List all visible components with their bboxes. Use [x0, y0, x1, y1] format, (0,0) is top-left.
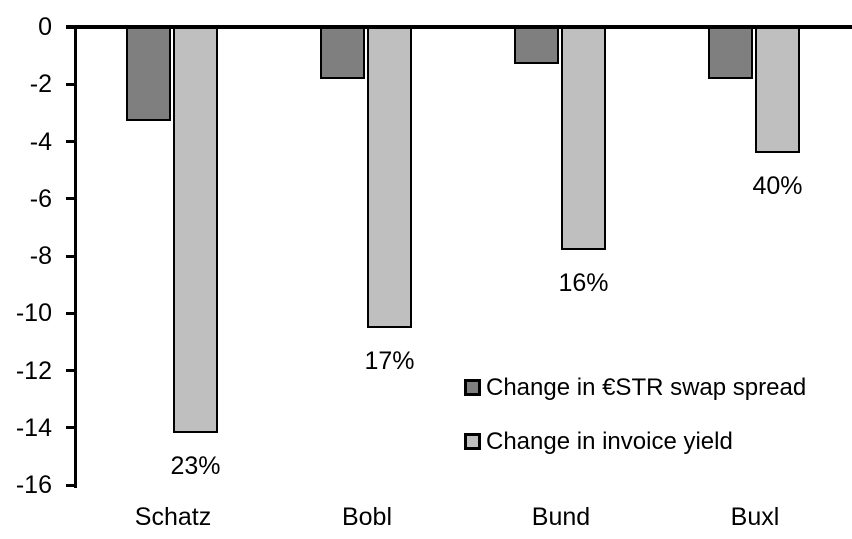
legend-item-invoice-yield: Change in invoice yield — [464, 425, 806, 458]
x-axis-zero-line — [66, 25, 852, 29]
data-label-schatz: 23% — [170, 452, 221, 481]
legend-label-invoice-yield: Change in invoice yield — [486, 428, 733, 455]
category-label-schatz: Schatz — [134, 503, 212, 531]
bar-buxl-series-0 — [708, 27, 753, 79]
y-tick-mark — [66, 426, 76, 430]
y-tick-label: -12 — [15, 356, 52, 385]
category-label-bobl: Bobl — [341, 503, 393, 531]
legend: Change in €STR swap spread Change in inv… — [464, 371, 806, 458]
data-label-bund: 16% — [558, 269, 609, 298]
legend-swatch-swap-spread — [464, 379, 481, 396]
y-tick-mark — [66, 82, 76, 86]
legend-swatch-invoice-yield — [464, 433, 481, 450]
data-label-bobl: 17% — [364, 346, 415, 375]
bar-bobl-series-1 — [367, 27, 412, 328]
y-tick-label: -2 — [29, 70, 52, 99]
y-tick-mark — [66, 483, 76, 487]
y-tick-mark — [66, 311, 76, 315]
bar-bund-series-1 — [561, 27, 606, 251]
bar-schatz-series-0 — [126, 27, 171, 122]
y-tick-label: -16 — [15, 471, 52, 499]
y-tick-label: -8 — [29, 242, 52, 270]
category-label-buxl: Buxl — [730, 503, 780, 531]
y-tick-label: -6 — [29, 184, 52, 213]
legend-label-swap-spread: Change in €STR swap spread — [486, 374, 807, 401]
y-axis-line — [74, 27, 77, 488]
y-tick-label: -14 — [15, 413, 52, 442]
y-tick-label: -10 — [15, 299, 52, 328]
y-tick-mark — [66, 140, 76, 143]
y-tick-mark — [66, 197, 76, 201]
bar-schatz-series-1 — [173, 27, 218, 434]
legend-item-swap-spread: Change in €STR swap spread — [464, 371, 806, 404]
data-label-buxl: 40% — [752, 171, 803, 200]
bar-buxl-series-1 — [755, 27, 800, 153]
y-tick-label: 0 — [38, 13, 52, 41]
y-tick-label: -4 — [29, 127, 52, 156]
bar-bund-series-0 — [514, 27, 559, 65]
y-tick-mark — [66, 369, 76, 372]
bar-bobl-series-0 — [320, 27, 365, 79]
y-tick-mark — [66, 254, 76, 258]
category-label-bund: Bund — [531, 503, 591, 531]
